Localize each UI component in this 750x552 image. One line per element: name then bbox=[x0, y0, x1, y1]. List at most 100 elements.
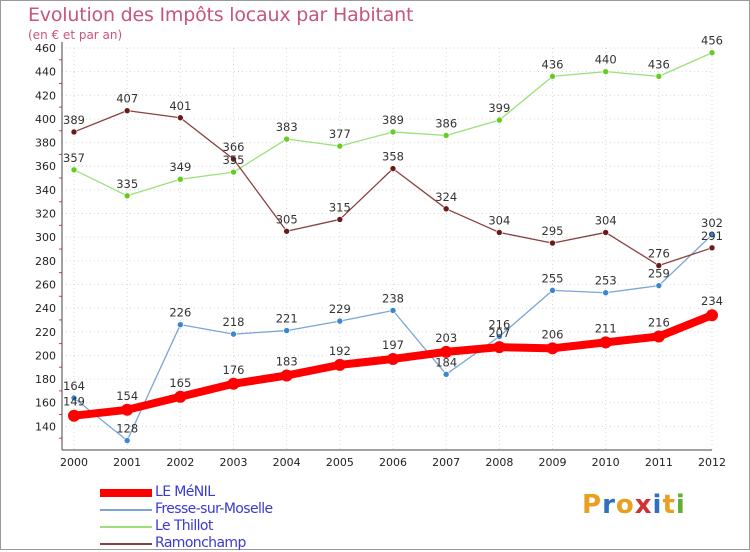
x-tick-label: 2011 bbox=[645, 456, 673, 469]
legend-item: Fresse-sur-Moselle bbox=[100, 501, 360, 518]
data-label: 183 bbox=[276, 355, 298, 369]
chart-title: Evolution des Impôts locaux par Habitant bbox=[28, 4, 414, 26]
data-label: 216 bbox=[648, 315, 670, 329]
data-label: 436 bbox=[542, 57, 564, 71]
legend-label: Le Thillot bbox=[155, 518, 213, 534]
data-label: 165 bbox=[169, 376, 191, 390]
y-tick-label: 220 bbox=[35, 326, 56, 339]
data-label: 207 bbox=[488, 326, 510, 340]
data-point bbox=[177, 114, 184, 122]
data-label: 238 bbox=[382, 291, 404, 305]
data-point bbox=[230, 330, 237, 338]
data-label: 291 bbox=[701, 229, 723, 243]
data-label: 357 bbox=[63, 151, 85, 165]
series-lines bbox=[68, 49, 718, 444]
data-label: 234 bbox=[701, 294, 723, 308]
logo-letter: r bbox=[602, 490, 616, 520]
data-label: 218 bbox=[223, 315, 245, 329]
data-label: 324 bbox=[435, 190, 457, 204]
logo-letter: i bbox=[652, 490, 663, 520]
data-label: 349 bbox=[169, 160, 191, 174]
legend-swatch bbox=[100, 543, 152, 545]
legend-swatch bbox=[100, 489, 152, 497]
y-tick-label: 440 bbox=[35, 66, 56, 79]
data-point bbox=[496, 333, 503, 340]
y-tick-label: 340 bbox=[35, 184, 56, 197]
data-label: 377 bbox=[329, 127, 351, 141]
data-label: 164 bbox=[63, 379, 85, 393]
data-point bbox=[280, 369, 293, 382]
data-point bbox=[655, 282, 663, 289]
data-point bbox=[121, 403, 134, 416]
data-label: 259 bbox=[648, 267, 670, 281]
data-point bbox=[68, 409, 80, 422]
y-tick-label: 200 bbox=[35, 349, 56, 362]
data-point bbox=[652, 330, 665, 343]
data-label: 366 bbox=[223, 140, 245, 154]
data-point bbox=[549, 73, 556, 80]
data-label: 203 bbox=[435, 331, 457, 345]
data-label: 304 bbox=[595, 213, 617, 227]
data-point bbox=[496, 116, 503, 124]
y-tick-label: 380 bbox=[35, 137, 56, 150]
logo-letter: o bbox=[615, 490, 635, 520]
data-point bbox=[283, 135, 290, 143]
data-point bbox=[283, 227, 290, 235]
logo-letter: i bbox=[675, 490, 686, 520]
x-tick-label: 2008 bbox=[485, 456, 513, 469]
data-label: 315 bbox=[329, 200, 351, 214]
y-tick-label: 460 bbox=[35, 42, 56, 55]
data-label: 305 bbox=[276, 212, 298, 226]
x-tick-label: 2004 bbox=[273, 456, 301, 469]
data-label: 355 bbox=[223, 153, 245, 167]
data-label: 304 bbox=[488, 213, 510, 227]
data-point bbox=[708, 49, 716, 57]
data-point bbox=[389, 307, 397, 314]
legend-swatch bbox=[100, 509, 152, 511]
x-tick-label: 2000 bbox=[60, 456, 88, 469]
data-label: 184 bbox=[435, 355, 457, 369]
legend-item: Le Thillot bbox=[100, 518, 360, 535]
y-tick-label: 240 bbox=[35, 302, 56, 315]
legend: LE MéNIL Fresse-sur-Moselle Le Thillot Ramo… bbox=[100, 484, 360, 552]
data-label: 436 bbox=[648, 57, 670, 71]
data-label: 176 bbox=[223, 363, 245, 377]
data-point bbox=[546, 342, 559, 355]
data-label: 401 bbox=[169, 99, 191, 113]
x-tick-label: 2009 bbox=[539, 456, 567, 469]
data-point bbox=[442, 205, 450, 213]
x-tick-label: 2002 bbox=[166, 456, 194, 469]
data-label: 221 bbox=[276, 312, 298, 326]
data-point bbox=[389, 165, 397, 172]
data-point bbox=[230, 155, 237, 163]
data-point bbox=[599, 336, 612, 349]
y-tick-label: 140 bbox=[35, 420, 56, 433]
data-point bbox=[389, 128, 397, 136]
legend-item: LE MéNIL bbox=[100, 484, 360, 501]
x-tick-label: 2001 bbox=[113, 456, 141, 469]
x-tick-label: 2003 bbox=[220, 456, 248, 469]
y-tick-label: 400 bbox=[35, 113, 56, 126]
y-tick-label: 180 bbox=[35, 373, 56, 386]
y-tick-label: 260 bbox=[35, 278, 56, 291]
x-tick-label: 2007 bbox=[432, 456, 460, 469]
data-point bbox=[70, 394, 78, 402]
data-label: 211 bbox=[595, 321, 617, 335]
data-label: 335 bbox=[116, 177, 138, 191]
y-tick-label: 160 bbox=[35, 397, 56, 410]
legend-label: Ramonchamp bbox=[155, 535, 246, 551]
data-labels: 149 154 165 176 183 192 197 203 207 206 211 216 234 1… bbox=[63, 34, 723, 436]
data-label: 206 bbox=[542, 327, 564, 341]
y-tick-label: 420 bbox=[35, 89, 56, 102]
data-point bbox=[230, 168, 237, 176]
data-point bbox=[283, 327, 290, 334]
data-label: 255 bbox=[542, 271, 564, 285]
data-point bbox=[708, 244, 716, 252]
proxiti-logo: Proxiti bbox=[582, 490, 686, 520]
line-chart: 140 160 180 200 220 240 260 280 300 320 340 360 380 4… bbox=[35, 34, 726, 469]
data-point bbox=[123, 437, 131, 444]
data-point bbox=[336, 216, 344, 223]
y-tick-label: 320 bbox=[35, 208, 56, 221]
y-tick-label: 300 bbox=[35, 231, 56, 244]
